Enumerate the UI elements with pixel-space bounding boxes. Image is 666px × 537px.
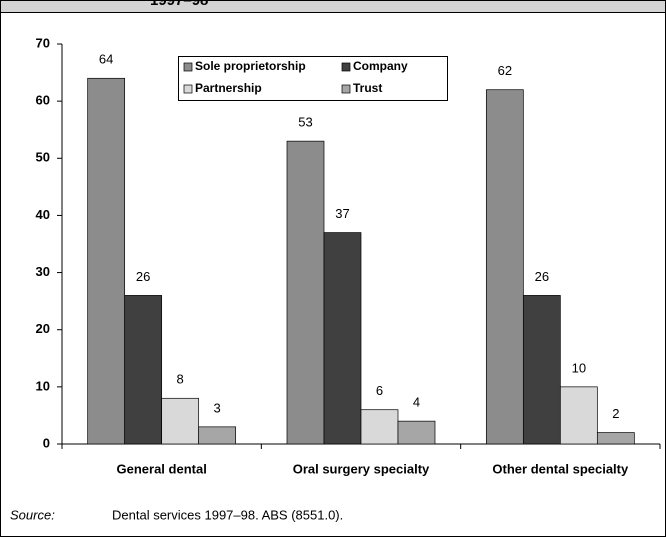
y-tick-label: 60 [36,93,50,108]
legend-swatch [341,62,351,72]
legend-swatch [341,84,351,94]
data-label: 8 [177,372,184,387]
title-band [0,0,666,13]
data-label: 6 [376,383,383,398]
legend-label: Partnership [195,81,262,95]
data-label: 2 [612,406,619,421]
bar [286,140,325,445]
bar [161,397,200,445]
legend-label: Trust [353,81,382,95]
legend-swatch [183,84,193,94]
legend-label: Company [353,59,408,73]
y-tick-label: 50 [36,150,50,165]
bar [522,295,561,445]
bar [323,232,362,445]
x-tick-label: General dental [117,461,207,476]
data-label: 4 [413,395,420,410]
y-tick-label: 20 [36,321,50,336]
legend-swatch [183,62,193,72]
legend [178,56,448,101]
bar [485,89,524,445]
source-label: Source: [10,507,55,522]
y-tick-label: 30 [36,264,50,279]
data-label: 26 [136,269,150,284]
y-tick-label: 70 [36,35,50,50]
bar [596,432,635,445]
data-label: 64 [99,52,113,67]
data-label: 10 [572,360,586,375]
data-label: 62 [498,63,512,78]
legend-label: Sole proprietorship [195,59,306,73]
y-tick-label: 40 [36,207,50,222]
x-tick-label: Oral surgery specialty [293,461,430,476]
data-label: 37 [335,206,349,221]
data-label: 3 [214,400,221,415]
bar [198,426,237,445]
bar [124,295,163,445]
y-tick-label: 0 [43,435,50,450]
data-label: 53 [298,115,312,130]
source: Dental services 1997–98. ABS (8551.0). [112,507,343,522]
bar [559,386,598,445]
y-tick-label: 10 [36,378,50,393]
chart-title: 1997–98 [150,0,208,9]
bar [360,409,399,445]
x-tick-label: Other dental specialty [492,461,629,476]
bar [397,420,436,445]
bar [87,77,126,445]
data-label: 26 [535,269,549,284]
